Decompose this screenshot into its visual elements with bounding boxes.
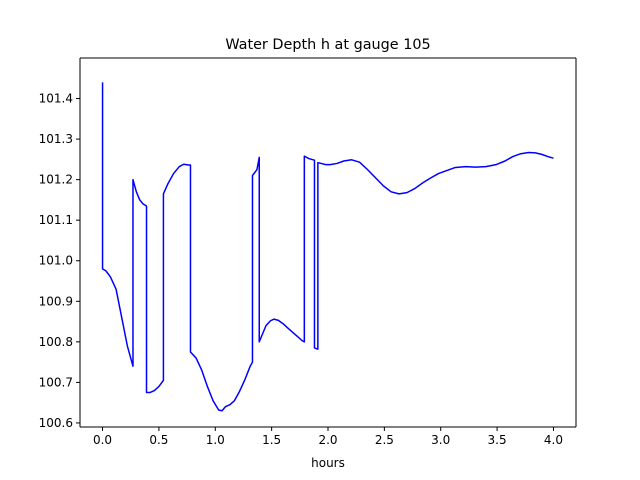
x-tick-label: 1.0	[206, 433, 225, 447]
y-tick-label: 101.4	[39, 92, 73, 106]
plot-area: 0.0 0.5 1.0 1.5 2.0 2.5 3.0 3.5 4.0 100.6 100.7 100…	[39, 57, 577, 447]
x-tick-label: 0.0	[93, 433, 112, 447]
series-line-1	[101, 82, 554, 412]
x-tick-label: 3.5	[488, 433, 507, 447]
y-tick-label: 100.6	[39, 416, 73, 430]
y-tick-label: 101.3	[39, 132, 73, 146]
x-tick-label: 0.5	[149, 433, 168, 447]
chart-title: Water Depth h at gauge 105	[225, 37, 430, 53]
x-tick-label: 2.0	[318, 433, 337, 447]
x-tick-label: 1.5	[262, 433, 281, 447]
y-tick-label: 100.9	[39, 294, 73, 308]
x-tick-label: 4.0	[544, 433, 563, 447]
y-tick-label: 100.8	[39, 335, 73, 349]
y-tick-label: 101.0	[39, 254, 73, 268]
y-tick-label: 101.2	[39, 173, 73, 187]
x-tick-label: 2.5	[375, 433, 394, 447]
x-axis-label: hours	[311, 456, 345, 470]
y-tick-label: 100.7	[39, 375, 73, 389]
x-tick-label: 3.0	[431, 433, 450, 447]
y-tick-label: 101.1	[39, 213, 73, 227]
